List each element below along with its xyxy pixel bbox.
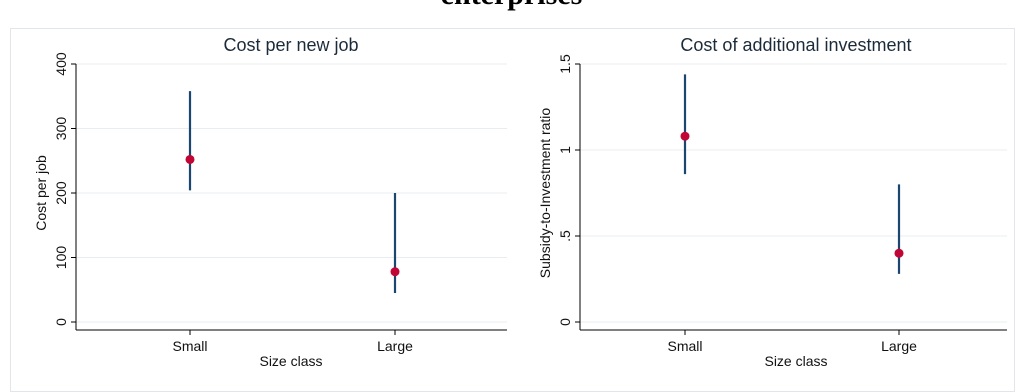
x-tick-label: Large bbox=[377, 338, 413, 354]
chart-title: Cost of additional investment bbox=[680, 35, 911, 55]
x-axis-title: Size class bbox=[259, 353, 322, 369]
chart-cost-of-additional-investment: 0 .5 1 1.5 Small Large Size class Subsidy-to-In… bbox=[537, 35, 1007, 369]
chart-title: Cost per new job bbox=[223, 35, 358, 55]
y-axis-title: Cost per job bbox=[33, 155, 49, 231]
point-estimate-large bbox=[390, 267, 400, 277]
point-estimate-small bbox=[185, 154, 195, 164]
y-tick-label: 0 bbox=[53, 318, 69, 326]
y-tick-label: 100 bbox=[53, 246, 69, 270]
y-tick-label: 1 bbox=[557, 146, 573, 154]
y-tick-label: 400 bbox=[53, 52, 69, 76]
chart-cost-per-new-job: 0 100 200 300 400 Small Large Size class Cost pe… bbox=[33, 35, 507, 369]
y-tick-label: 0 bbox=[557, 318, 573, 326]
y-tick-label: 300 bbox=[53, 117, 69, 141]
x-tick-label: Small bbox=[172, 338, 207, 354]
y-tick-label: .5 bbox=[557, 230, 573, 242]
figure-frame bbox=[10, 28, 1015, 392]
y-tick-label: 200 bbox=[53, 181, 69, 205]
x-tick-label: Small bbox=[667, 338, 702, 354]
x-axis-title: Size class bbox=[764, 353, 827, 369]
point-estimate-large bbox=[894, 248, 904, 258]
y-tick-label: 1.5 bbox=[557, 54, 573, 74]
point-estimate-small bbox=[680, 131, 690, 141]
page-header-text: enterprises bbox=[0, 0, 1023, 12]
y-axis-title: Subsidy-to-Investment ratio bbox=[537, 108, 553, 279]
x-tick-label: Large bbox=[881, 338, 917, 354]
